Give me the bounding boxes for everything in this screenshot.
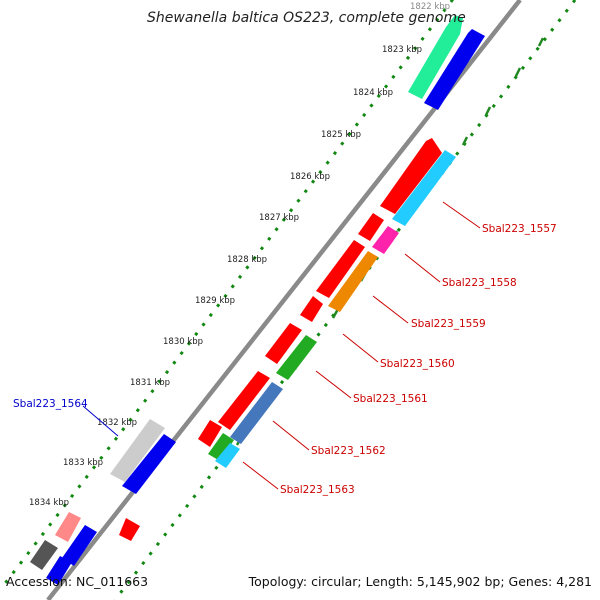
gene-labels: Sbal223_1557 Sbal223_1558 Sbal223_1559 S…: [13, 223, 557, 496]
leader-lines: [82, 201, 481, 490]
tick-label: 1824 kbp: [353, 88, 393, 98]
accession-text: Accession: NC_011663: [6, 574, 149, 589]
cds-feature: [30, 540, 58, 570]
tick-label: 1829 kbp: [195, 296, 235, 306]
cds-feature: [328, 251, 378, 312]
cds-feature: [392, 150, 456, 226]
cds-feature: [265, 323, 302, 364]
cds-feature: [110, 419, 165, 482]
cds-feature: [198, 420, 222, 447]
cds-feature: [316, 240, 365, 298]
forward-features: [30, 15, 485, 585]
cds-feature: [119, 518, 140, 541]
cds-feature: [424, 29, 485, 110]
cds-feature: [46, 556, 72, 585]
tick-label: 1832 kbp: [97, 418, 137, 428]
cds-feature: [55, 512, 81, 542]
tick-label: 1828 kbp: [227, 255, 267, 265]
cds-feature: [218, 371, 270, 430]
gene-label: Sbal223_1560: [380, 358, 455, 370]
tick-label: 1834 kbp: [29, 498, 69, 508]
cds-feature: [300, 296, 323, 322]
tick-label: 1825 kbp: [321, 130, 361, 140]
gene-label: Sbal223_1559: [411, 318, 486, 330]
tick-label: 1830 kbp: [163, 337, 203, 347]
cds-feature: [122, 434, 176, 494]
gene-label: Sbal223_1563: [280, 484, 355, 496]
cds-feature: [358, 213, 384, 241]
tick-label: 1822 kbp: [410, 2, 450, 12]
gene-label: Sbal223_1564: [13, 398, 88, 410]
cds-feature: [230, 382, 283, 444]
gene-label: Sbal223_1557: [482, 223, 557, 235]
cds-feature: [276, 335, 317, 380]
genome-summary-text: Topology: circular; Length: 5,145,902 bp…: [248, 574, 592, 589]
cds-feature: [215, 443, 240, 468]
tick-label: 1831 kbp: [130, 378, 170, 388]
gene-label: Sbal223_1562: [311, 445, 386, 457]
gene-label: Sbal223_1561: [353, 393, 428, 405]
gene-label: Sbal223_1558: [442, 277, 517, 289]
tick-label: 1823 kbp: [382, 45, 422, 55]
tick-label: 1827 kbp: [259, 213, 299, 223]
tick-label: 1833 kbp: [63, 458, 103, 468]
cds-feature: [372, 226, 399, 254]
cds-feature: [380, 138, 442, 214]
cds-feature: [62, 525, 97, 566]
tick-label: 1826 kbp: [290, 172, 330, 182]
cds-feature: [408, 15, 463, 99]
map-title: Shewanella baltica OS223, complete genom…: [147, 10, 466, 26]
tick-labels: 1822 kbp 1823 kbp 1824 kbp 1825 kbp 1826…: [29, 2, 450, 508]
cds-feature: [208, 433, 234, 461]
